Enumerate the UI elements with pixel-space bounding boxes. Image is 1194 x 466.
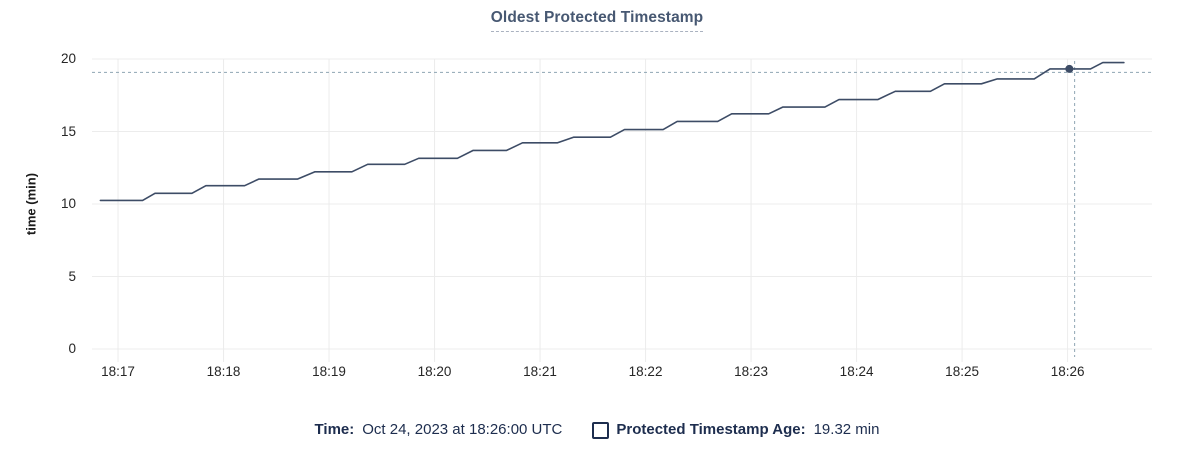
x-tick-label: 18:20: [417, 364, 452, 379]
y-tick-label: 10: [60, 196, 76, 211]
y-axis-ticks: 0 5 10 15 20: [40, 51, 84, 356]
hover-legend: Time: Oct 24, 2023 at 18:26:00 UTC Prote…: [0, 420, 1194, 440]
y-tick-label: 5: [68, 268, 76, 284]
x-tick-label: 18:17: [101, 364, 135, 379]
time-label: Time:: [314, 421, 355, 438]
hover-data-point: [1065, 64, 1074, 73]
series-line: [99, 61, 1125, 202]
time-value: Oct 24, 2023 at 18:26:00 UTC: [362, 421, 563, 438]
line-chart-svg[interactable]: [92, 58, 1152, 364]
x-tick-label: 18:22: [628, 364, 663, 379]
chart-title-row: Oldest Protected Timestamp: [0, 9, 1194, 32]
series-checkbox[interactable]: [592, 421, 610, 439]
y-tick-label: 15: [60, 123, 76, 139]
x-tick-label: 18:21: [523, 364, 557, 379]
plot-area[interactable]: [92, 58, 1152, 364]
x-tick-label: 18:23: [734, 364, 768, 379]
y-tick-label: 20: [60, 51, 76, 66]
series-label[interactable]: Protected Timestamp Age:: [616, 421, 806, 438]
x-tick-label: 18:18: [206, 364, 241, 379]
x-tick-label: 18:25: [945, 364, 979, 379]
x-axis-ticks: 18:17 18:18 18:19 18:20 18:21 18:22 18:23 18:24…: [92, 363, 1152, 383]
chart-title[interactable]: Oldest Protected Timestamp: [490, 9, 704, 32]
x-tick-label: 18:24: [839, 364, 874, 379]
series-value: 19.32 min: [813, 421, 880, 438]
x-tick-label: 18:26: [1050, 364, 1085, 379]
y-tick-label: 0: [68, 341, 76, 356]
x-tick-label: 18:19: [312, 364, 346, 379]
